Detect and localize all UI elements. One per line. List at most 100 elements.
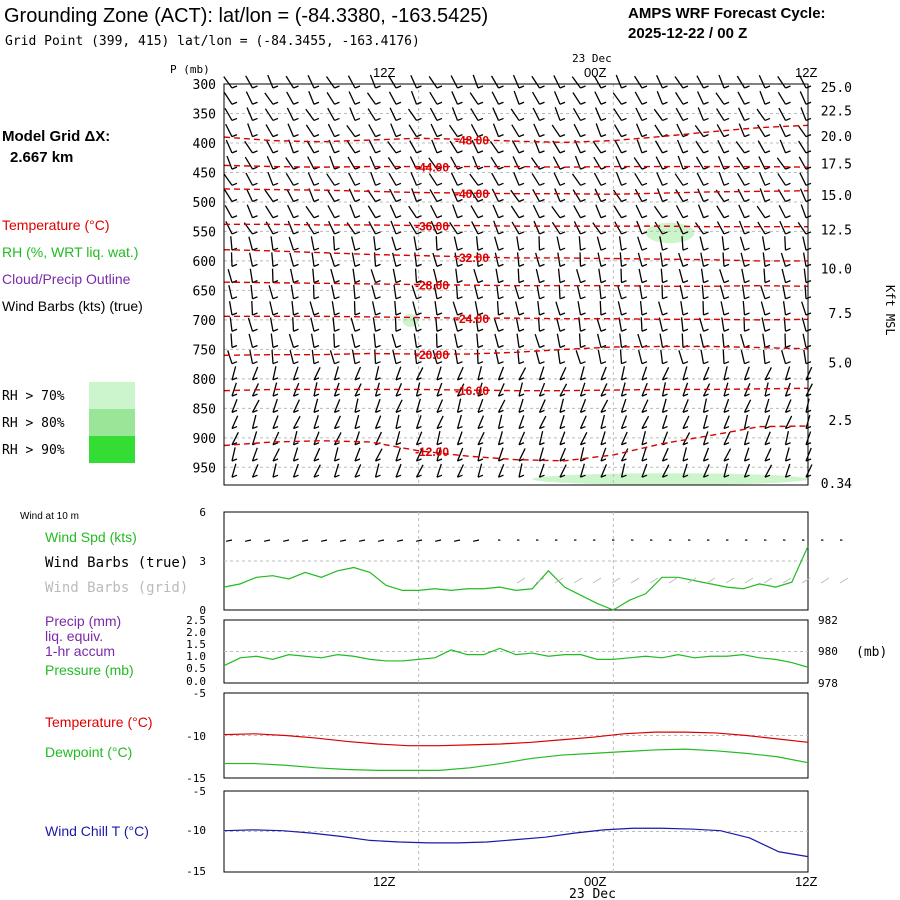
wind-barb-flag [559, 474, 566, 478]
wind-barb [326, 91, 336, 105]
wind-barb-flag [764, 409, 771, 413]
wind-barb-flag [518, 247, 525, 251]
wind-barb [600, 431, 606, 445]
wind-barb-flag [395, 279, 402, 284]
wind-barb-flag [231, 393, 238, 397]
wind-barb-flag [723, 263, 730, 267]
wind-barb [286, 107, 295, 121]
wind-barb [450, 172, 459, 186]
wind-barb [435, 317, 438, 332]
wind-barb-flag [662, 215, 668, 219]
wind-barb [473, 269, 479, 283]
wind-barb [517, 268, 520, 283]
wind-barb-flag [682, 458, 689, 462]
wind-barb [415, 448, 424, 462]
wind-barb [535, 349, 541, 364]
wind-barb [696, 172, 705, 186]
isotherm--16.00 [223, 387, 809, 392]
wind-barb [455, 284, 459, 299]
wind-barb-flag [354, 361, 361, 365]
isotherm-label: -20.00 [415, 348, 449, 362]
wind-barb-flag [580, 474, 586, 478]
wind-barb [618, 317, 623, 332]
wind-barb-flag [375, 215, 381, 219]
wind-barb-flag [313, 247, 320, 251]
wind-barb [682, 447, 688, 462]
wind-barb-flag [518, 377, 525, 381]
wind-barb-flag [252, 328, 258, 332]
wind-barb [594, 188, 602, 202]
wind-barb-flag [723, 328, 730, 332]
wind-barb [456, 447, 464, 462]
wind-barb [266, 156, 274, 170]
wind-barb [451, 91, 459, 105]
wind-barb [245, 172, 254, 186]
wind-barb [288, 139, 295, 154]
wind-barb [781, 350, 787, 364]
wind-barb-flag [662, 328, 668, 332]
surface-grid-barb [668, 577, 678, 584]
surface-wind-barb [377, 539, 385, 542]
wind-barb [675, 205, 684, 219]
wind-barb-flag [395, 182, 402, 186]
wind-barb-flag [621, 296, 627, 300]
wind-barb [534, 333, 541, 348]
wind-barb-flag [539, 296, 545, 300]
wind-barb-flag [272, 458, 279, 462]
wind-barb [493, 220, 500, 235]
wind-barb-flag [354, 442, 361, 446]
wind-barb-flag [600, 425, 607, 430]
wind-barb-flag [744, 198, 750, 203]
wind-barb-flag [539, 328, 545, 332]
wind-barb [801, 301, 807, 316]
wind-barb [779, 220, 787, 235]
wind-barb [410, 172, 418, 186]
wind-barb [392, 349, 397, 364]
temperature-panel-tick-label: -5 [193, 687, 206, 700]
wind-barb-flag [395, 150, 402, 154]
wind-barb [681, 333, 684, 348]
height-tick-label: 2.5 [829, 414, 852, 429]
wind-barb-flag [457, 101, 463, 105]
wind-barb-flag [416, 377, 422, 381]
wind-barb [415, 431, 423, 446]
wind-barb-flag [436, 296, 443, 300]
wind-barb-flag [641, 198, 648, 203]
wind-barb-flag [416, 134, 422, 138]
wind-barb-flag [539, 117, 545, 122]
wind-barb-flag [539, 134, 545, 138]
wind-barb [696, 75, 705, 89]
wind-barb [333, 366, 339, 381]
wind-barb-flag [764, 458, 771, 462]
wind-barb [635, 204, 643, 219]
wind-barb-flag [436, 198, 443, 203]
wind-barb [636, 220, 643, 235]
wind-barb [510, 108, 520, 121]
wind-barb-flag [785, 361, 791, 365]
wind-barb-flag [621, 377, 627, 381]
wind-barb [612, 92, 623, 105]
wind-barb-flag [498, 279, 504, 284]
wind-barb [272, 463, 277, 478]
wind-barb [513, 172, 520, 186]
pressure-unit-label: (mb) [856, 645, 887, 660]
wind-barb [489, 141, 500, 154]
wind-barb-flag [539, 312, 545, 316]
wind-barb-flag [477, 117, 484, 122]
wind-barb [407, 108, 418, 121]
wind-barb-flag [498, 134, 504, 138]
wind-barb-flag [600, 215, 607, 219]
wind-barb-flag [641, 425, 648, 430]
wind-barb [636, 139, 643, 154]
temperature-label: Temperature (°C) [45, 714, 153, 730]
wind-barb-flag [559, 296, 566, 300]
wind-barb-flag [682, 361, 689, 365]
wind-barb [762, 349, 766, 364]
wind-barb-flag [477, 328, 484, 332]
wind-barb-flag [744, 134, 750, 138]
wind-barb [246, 107, 254, 121]
wind-barb [756, 108, 766, 121]
wind-barb-flag [764, 279, 771, 284]
wind-barb [474, 301, 479, 316]
wind-barb-flag [600, 474, 607, 478]
